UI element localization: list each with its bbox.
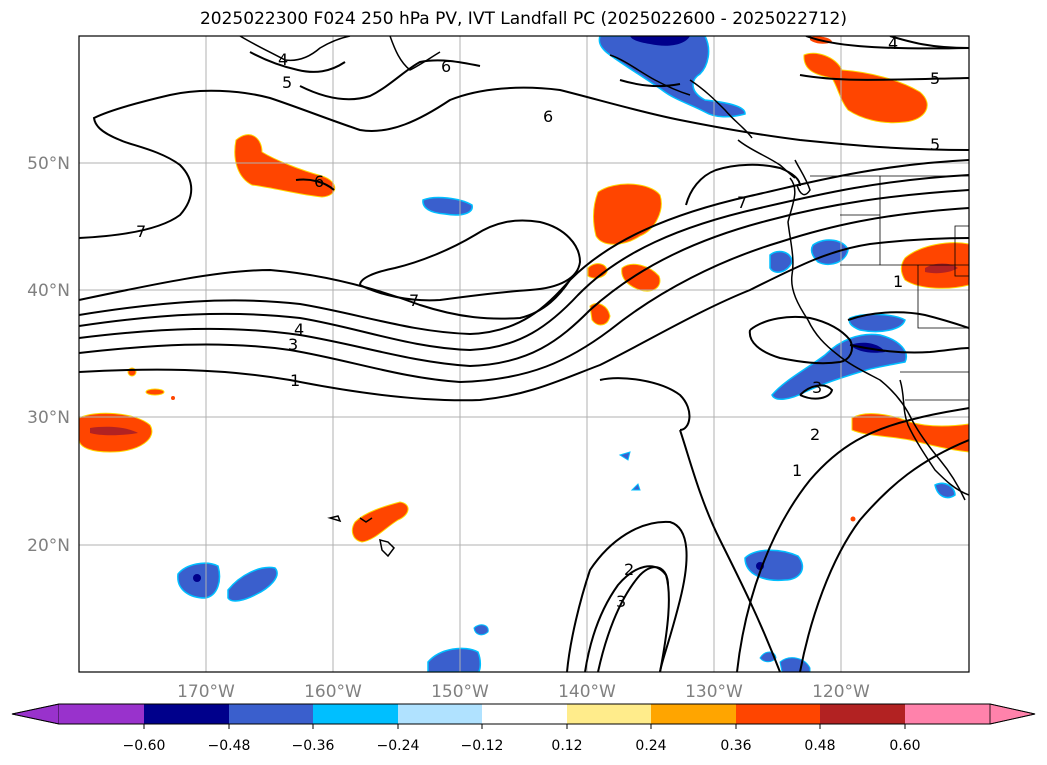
contour-label-3: 3: [812, 378, 822, 397]
contour-label-6: 6: [543, 107, 553, 126]
colorbar-tick-label: −0.60: [123, 738, 166, 754]
lon-tick-label: 170°W: [177, 682, 235, 702]
colorbar-outline: [11, 703, 1036, 725]
contour-label-1: 1: [290, 371, 300, 390]
colorbar-tick-label: −0.12: [461, 738, 504, 754]
colorbar-tick-label: 0.60: [889, 738, 920, 754]
contour-label-5: 5: [930, 135, 940, 154]
lat-tick-label: 50°N: [27, 154, 70, 174]
contour-label-6: 6: [441, 57, 451, 76]
lon-tick-label: 140°W: [558, 682, 616, 702]
contour-label-4: 4: [294, 320, 304, 339]
pv-contours: [79, 36, 969, 672]
colorbar-ticks: [143, 724, 906, 729]
longitude-tick-labels: 170°W 160°W 150°W 140°W 130°W 120°W: [177, 682, 870, 702]
figure-title: 2025022300 F024 250 hPa PV, IVT Landfall…: [199, 9, 847, 29]
contour-label-7: 7: [409, 291, 419, 310]
contour-label-3: 3: [288, 335, 298, 354]
colorbar-tick-label: −0.24: [377, 738, 420, 754]
latitude-tick-labels: 50°N 40°N 30°N 20°N: [27, 154, 70, 556]
colorbar-under-triangle: [11, 703, 60, 725]
colorbar: −0.60 −0.48 −0.36 −0.24 −0.12 0.12 0.24 …: [11, 703, 1036, 754]
colorbar-over-triangle: [989, 703, 1036, 725]
contour-label-6: 6: [314, 172, 324, 191]
colorbar-tick-label: −0.48: [208, 738, 251, 754]
colorbar-tick-label: 0.24: [635, 738, 666, 754]
contour-label-7: 7: [136, 222, 146, 241]
contour-label-1: 1: [792, 461, 802, 480]
lat-tick-label: 30°N: [27, 408, 70, 428]
colorbar-bin: [820, 704, 905, 724]
colorbar-bin: [398, 704, 482, 724]
colorbar-bin: [651, 704, 736, 724]
lon-tick-label: 150°W: [431, 682, 489, 702]
contour-label-7: 7: [737, 193, 747, 212]
colorbar-tick-label: −0.36: [292, 738, 335, 754]
colorbar-tick-label: 0.12: [551, 738, 582, 754]
lon-tick-label: 160°W: [304, 682, 362, 702]
pv-contour-labels: 1 3 4 7 7 7 6 6 6 5 4 5 5 4 1 3 2 1 2 3: [136, 34, 940, 611]
contour-label-2: 2: [810, 425, 820, 444]
contour-label-4: 4: [888, 34, 898, 53]
colorbar-bin: [313, 704, 398, 724]
contour-label-4: 4: [278, 50, 288, 69]
colorbar-bin: [567, 704, 651, 724]
colorbar-tick-label: 0.48: [804, 738, 835, 754]
contour-label-3: 3: [616, 592, 626, 611]
gridlines: [79, 36, 969, 672]
contour-label-5: 5: [282, 73, 292, 92]
colorbar-bin: [482, 704, 567, 724]
lat-tick-label: 20°N: [27, 536, 70, 556]
colorbar-bin: [736, 704, 820, 724]
colorbar-bin: [144, 704, 229, 724]
colorbar-tick-label: 0.36: [720, 738, 751, 754]
map-frame: [78, 35, 970, 673]
lat-tick-label: 40°N: [27, 281, 70, 301]
lon-tick-label: 130°W: [685, 682, 743, 702]
coastlines: [239, 36, 969, 558]
colorbar-bin: [59, 704, 144, 724]
colorbar-bin: [229, 704, 313, 724]
lon-tick-label: 120°W: [812, 682, 870, 702]
colorbar-bin: [905, 704, 990, 724]
contour-label-5: 5: [930, 69, 940, 88]
contour-label-1: 1: [893, 272, 903, 291]
contour-label-2: 2: [624, 560, 634, 579]
